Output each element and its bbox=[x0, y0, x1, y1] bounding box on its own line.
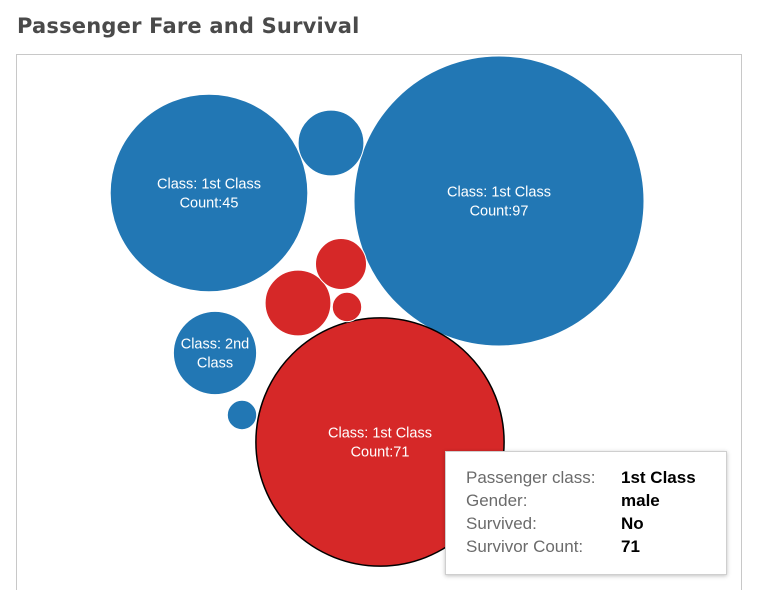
bubble-label: Class bbox=[197, 356, 233, 372]
bubble-label: Class: 1st Class bbox=[447, 185, 551, 201]
bubble-label: Count:45 bbox=[180, 196, 239, 212]
bubble-5[interactable] bbox=[297, 109, 365, 177]
tooltip-value: 71 bbox=[621, 537, 640, 556]
bubble-label: Class: 1st Class bbox=[157, 177, 261, 193]
tooltip: Passenger class: 1st Class Gender: male … bbox=[445, 451, 727, 575]
tooltip-row-class: Passenger class: 1st Class bbox=[466, 466, 726, 489]
bubble-4[interactable] bbox=[172, 310, 258, 396]
tooltip-row-gender: Gender: male bbox=[466, 489, 726, 512]
bubble-label: Class: 2nd bbox=[181, 337, 250, 353]
tooltip-key: Gender: bbox=[466, 491, 528, 510]
bubble-label: Count:97 bbox=[470, 204, 529, 220]
chart-title: Passenger Fare and Survival bbox=[17, 14, 360, 38]
tooltip-row-count: Survivor Count: 71 bbox=[466, 535, 726, 558]
tooltip-key: Survived: bbox=[466, 514, 537, 533]
bubble-label: Count:71 bbox=[351, 445, 410, 461]
bubble-8[interactable] bbox=[331, 291, 363, 323]
bubble-3[interactable] bbox=[109, 93, 309, 293]
bubble-9[interactable] bbox=[226, 399, 258, 431]
bubble-label: Class: 1st Class bbox=[328, 426, 432, 442]
tooltip-value: No bbox=[621, 514, 644, 533]
tooltip-key: Passenger class: bbox=[466, 468, 596, 487]
chart-panel: Class: 1st Class Count:97 Class: 1st Class… bbox=[16, 54, 742, 590]
bubble-6[interactable] bbox=[264, 269, 332, 337]
tooltip-key: Survivor Count: bbox=[466, 537, 584, 556]
bubble-chart: Class: 1st Class Count:97 Class: 1st Class… bbox=[109, 55, 645, 567]
bubble-1[interactable] bbox=[353, 55, 645, 347]
bubble-7[interactable] bbox=[315, 238, 367, 290]
tooltip-row-survived: Survived: No bbox=[466, 512, 726, 535]
tooltip-value: 1st Class bbox=[621, 468, 696, 487]
bubble-2[interactable] bbox=[255, 317, 505, 567]
tooltip-value: male bbox=[621, 491, 660, 510]
